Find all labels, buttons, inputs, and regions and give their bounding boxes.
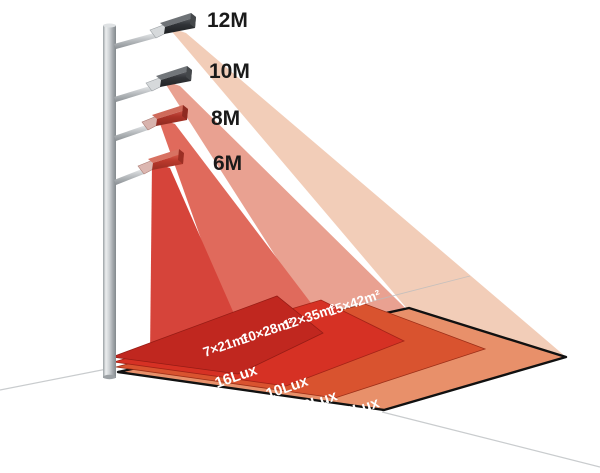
lamp-body-8m-top — [152, 105, 188, 119]
ground-line-right — [381, 411, 600, 468]
height-label-12m: 12M — [207, 9, 248, 32]
height-label-8m: 8M — [211, 107, 240, 130]
beam-cones — [118, 27, 566, 372]
light-pole — [103, 23, 116, 380]
lamp-body-6m-top — [148, 149, 184, 163]
height-label-10m: 10M — [209, 60, 250, 83]
height-label-6m: 6M — [213, 152, 242, 175]
lamp-head-6m — [137, 149, 184, 175]
pole-shaft — [103, 25, 116, 378]
lamp-body-8m-face — [156, 109, 188, 126]
beam-highlight — [118, 162, 170, 372]
lamp-heads — [137, 13, 196, 175]
beam-cone-10m — [163, 80, 455, 357]
lamp-arms — [114, 33, 156, 185]
height-labels: 12M 10M 8M 6M — [207, 9, 250, 175]
lamp-arm-6m — [114, 169, 144, 185]
lamp-body-10m-face — [160, 70, 192, 87]
ground-line-left — [0, 367, 113, 391]
lamp-head-8m — [141, 105, 188, 131]
lamp-body-6m-face — [152, 153, 184, 170]
beam-cone-8m — [158, 118, 352, 357]
lamp-body-12m-end — [190, 13, 196, 28]
lamp-arm-10m — [114, 86, 152, 102]
pole-base — [103, 374, 116, 380]
lamp-body-6m-end — [178, 149, 184, 164]
lamp-body-8m-end — [182, 105, 188, 120]
lamp-body-10m-top — [156, 66, 192, 80]
lamp-head-10m — [145, 66, 192, 92]
beam-cone-12m — [168, 27, 566, 357]
floor-pool-16lux — [111, 295, 324, 375]
lamp-body-10m-end — [186, 66, 192, 81]
lamp-arm-8m — [114, 125, 148, 141]
lamp-body-12m-face — [164, 17, 196, 34]
lamp-arm-12m — [114, 33, 156, 49]
pole-cap — [103, 23, 116, 28]
lamp-head-12m — [149, 13, 196, 39]
beam-cone-6m — [150, 162, 253, 357]
lamp-body-12m-top — [160, 13, 196, 27]
floor-pools — [111, 295, 568, 412]
